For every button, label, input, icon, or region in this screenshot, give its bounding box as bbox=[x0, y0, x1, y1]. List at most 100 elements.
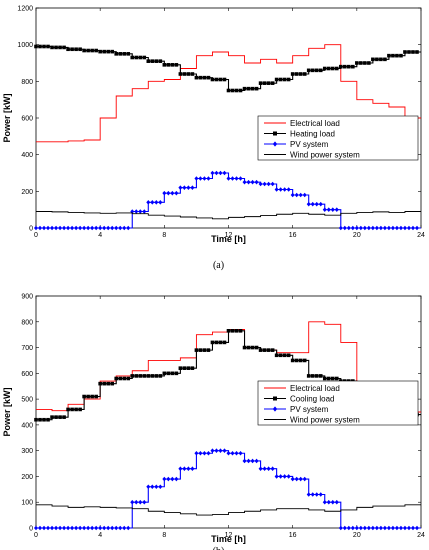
x-tick-label: 16 bbox=[289, 232, 297, 239]
data-point bbox=[370, 525, 375, 531]
data-point bbox=[302, 358, 307, 363]
x-tick-label: 4 bbox=[98, 532, 102, 539]
y-tick-label: 900 bbox=[21, 294, 33, 301]
x-tick-label: 8 bbox=[162, 232, 166, 239]
data-point bbox=[198, 176, 203, 181]
legend-item: Wind power system bbox=[264, 415, 360, 424]
data-point bbox=[182, 466, 187, 472]
data-point bbox=[407, 50, 411, 54]
y-tick-label: 200 bbox=[21, 189, 33, 196]
data-point bbox=[158, 374, 163, 378]
data-point bbox=[58, 415, 62, 419]
y-tick-label: 1000 bbox=[17, 42, 33, 49]
data-point bbox=[250, 345, 255, 350]
data-point bbox=[178, 185, 183, 190]
data-point bbox=[258, 348, 263, 352]
data-point bbox=[266, 81, 271, 85]
y-tick-label: 100 bbox=[21, 500, 33, 507]
data-point bbox=[74, 225, 79, 231]
data-point bbox=[90, 525, 95, 531]
data-point bbox=[334, 207, 339, 212]
data-point bbox=[354, 525, 359, 531]
y-tick-label: 800 bbox=[21, 319, 33, 326]
data-point bbox=[206, 176, 211, 181]
data-point bbox=[90, 394, 94, 399]
legend-label: Electrical load bbox=[290, 119, 340, 128]
data-point bbox=[338, 225, 343, 231]
legend-label: PV system bbox=[290, 140, 329, 149]
data-point bbox=[94, 48, 98, 53]
legend-label: Cooling load bbox=[290, 394, 334, 403]
y-tick-label: 400 bbox=[21, 422, 33, 429]
data-point bbox=[174, 371, 179, 376]
data-point bbox=[415, 50, 419, 54]
data-point bbox=[122, 376, 127, 381]
data-point bbox=[366, 225, 371, 231]
data-point bbox=[346, 525, 351, 531]
data-point bbox=[318, 492, 323, 497]
data-point bbox=[202, 348, 207, 352]
data-point bbox=[150, 59, 155, 63]
data-point bbox=[286, 474, 291, 479]
data-point bbox=[270, 181, 275, 187]
data-point bbox=[86, 48, 90, 53]
data-point bbox=[122, 225, 127, 231]
data-point bbox=[354, 225, 359, 231]
data-point bbox=[410, 525, 415, 531]
data-point bbox=[378, 525, 383, 531]
data-point bbox=[166, 371, 171, 376]
data-point bbox=[386, 525, 391, 531]
data-point bbox=[134, 499, 139, 505]
data-point bbox=[294, 476, 299, 482]
data-point bbox=[90, 48, 94, 53]
data-point bbox=[286, 187, 291, 192]
data-point bbox=[254, 458, 259, 464]
series-pv-system bbox=[34, 448, 421, 531]
data-point bbox=[78, 525, 83, 531]
data-point bbox=[170, 371, 175, 376]
y-tick-label: 200 bbox=[21, 474, 33, 481]
x-tick-label: 24 bbox=[417, 232, 425, 239]
figure-caption: (b) bbox=[213, 546, 225, 550]
data-point bbox=[246, 458, 251, 464]
data-point bbox=[54, 225, 59, 231]
data-point bbox=[290, 358, 295, 363]
series-wind-power-system bbox=[36, 504, 421, 516]
data-point bbox=[222, 448, 227, 453]
data-point bbox=[70, 407, 74, 412]
data-point bbox=[382, 525, 387, 531]
data-point bbox=[258, 81, 263, 85]
data-point bbox=[346, 225, 351, 231]
data-point bbox=[326, 207, 331, 212]
data-point bbox=[166, 63, 171, 67]
y-tick-label: 400 bbox=[21, 152, 33, 159]
data-point bbox=[122, 52, 127, 56]
y-tick-label: 0 bbox=[29, 226, 33, 233]
data-point bbox=[46, 44, 50, 49]
data-point bbox=[82, 225, 87, 231]
data-point bbox=[210, 448, 215, 453]
data-point bbox=[306, 201, 311, 207]
data-point bbox=[282, 474, 287, 479]
data-point bbox=[198, 75, 203, 80]
data-point bbox=[146, 484, 151, 490]
data-point bbox=[42, 525, 47, 531]
data-point bbox=[134, 374, 139, 378]
data-point bbox=[146, 59, 151, 63]
data-point bbox=[234, 88, 239, 93]
data-point bbox=[274, 353, 279, 358]
data-point bbox=[379, 57, 383, 62]
data-point bbox=[70, 225, 75, 231]
data-point bbox=[310, 374, 315, 378]
data-point bbox=[110, 525, 115, 531]
data-point bbox=[86, 525, 91, 531]
data-point bbox=[154, 484, 159, 490]
data-point bbox=[62, 525, 67, 531]
data-point bbox=[374, 525, 379, 531]
data-point bbox=[326, 376, 331, 381]
data-point bbox=[54, 45, 58, 50]
data-point bbox=[206, 450, 211, 456]
data-point bbox=[322, 499, 327, 505]
data-point bbox=[42, 225, 47, 231]
